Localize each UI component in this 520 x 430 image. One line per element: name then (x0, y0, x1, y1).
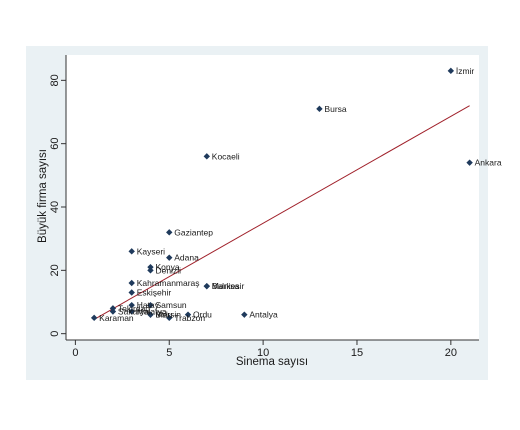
data-point (128, 248, 135, 255)
data-point (241, 311, 248, 318)
data-point (447, 67, 455, 75)
point-label: İzmir (456, 66, 475, 76)
data-point (166, 314, 173, 322)
point-label: Sakarya (118, 307, 149, 317)
data-point (466, 159, 473, 166)
data-point (147, 311, 154, 318)
point-label: Balıkesir (212, 281, 245, 291)
plot-area (66, 55, 479, 340)
x-tick-label: 10 (257, 347, 269, 359)
data-points (90, 67, 473, 322)
point-label: Hatay (137, 300, 160, 310)
data-point (166, 254, 173, 261)
point-label: Mersin (155, 310, 181, 320)
axes: 0 5 10 15 20 0 20 40 60 80 (49, 55, 479, 359)
point-label: Denizli (155, 265, 181, 275)
point-label: Adana (174, 253, 199, 263)
x-axis-title: Sinema sayısı (236, 356, 308, 368)
point-label: Antalya (249, 310, 278, 320)
point-label: Kayseri (137, 246, 165, 256)
point-label: Karaman (99, 313, 134, 323)
point-label: Konya (155, 262, 179, 272)
point-label: Bursa (324, 104, 346, 114)
x-tick-label: 15 (351, 347, 363, 359)
data-point (128, 308, 135, 315)
point-label: Samsun (155, 300, 186, 310)
point-label: Kahramanmaraş (137, 278, 200, 288)
y-tick-label: 60 (49, 138, 61, 150)
x-tick-label: 5 (166, 347, 172, 359)
x-tick-label: 20 (445, 347, 457, 359)
data-point (109, 308, 117, 315)
point-label: Ankara (475, 158, 502, 168)
data-point (147, 301, 154, 309)
data-point (316, 105, 323, 113)
x-tick-label: 0 (72, 347, 78, 359)
point-label: Ordu (193, 310, 212, 320)
data-point (184, 311, 192, 318)
data-point (147, 267, 154, 274)
data-point (166, 229, 173, 236)
fit-line (93, 105, 470, 320)
data-point (128, 279, 135, 287)
data-point (90, 314, 98, 322)
fit-line-layer (93, 105, 470, 320)
point-label: Manisa (212, 281, 240, 291)
data-point (203, 282, 210, 290)
data-point (128, 289, 135, 296)
point-label: Gaziantep (174, 227, 213, 237)
point-label: Kocaeli (212, 151, 240, 161)
point-label: Eskişehir (137, 288, 172, 298)
y-tick-label: 20 (49, 264, 61, 276)
y-tick-label: 80 (49, 74, 61, 86)
data-point (128, 301, 135, 309)
y-tick-label: 40 (49, 201, 61, 213)
point-label: Trabzon (174, 313, 205, 323)
y-axis-title: Büyük firma sayısı (37, 149, 49, 243)
point-labels: İzmir Bursa Kocaeli Ankara Gaziantep Kayseri A… (99, 66, 502, 323)
data-point (203, 153, 210, 160)
point-label: Tekirdağ (118, 303, 150, 313)
y-tick-label: 0 (49, 331, 61, 337)
point-label: Bolu (155, 310, 172, 320)
point-label: Malatya (137, 307, 167, 317)
